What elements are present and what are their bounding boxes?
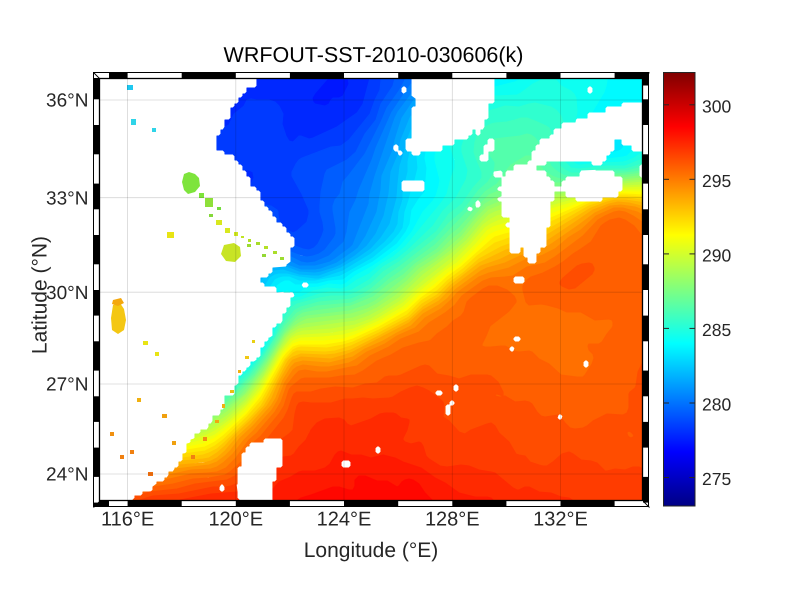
svg-text:24°N: 24°N <box>46 465 88 486</box>
svg-text:128°E: 128°E <box>425 509 480 531</box>
svg-text:275: 275 <box>702 469 731 489</box>
svg-text:300: 300 <box>702 97 731 117</box>
svg-text:295: 295 <box>702 171 731 191</box>
svg-text:36°N: 36°N <box>46 91 88 112</box>
svg-text:120°E: 120°E <box>208 509 263 531</box>
svg-text:285: 285 <box>702 320 731 340</box>
svg-text:Longitude (°E): Longitude (°E) <box>304 539 438 562</box>
svg-text:132°E: 132°E <box>533 509 588 531</box>
svg-text:124°E: 124°E <box>317 509 372 531</box>
svg-text:WRFOUT-SST-2010-030606(k): WRFOUT-SST-2010-030606(k) <box>224 43 524 67</box>
svg-text:33°N: 33°N <box>46 188 88 209</box>
svg-text:30°N: 30°N <box>46 283 88 304</box>
svg-text:116°E: 116°E <box>101 509 154 531</box>
svg-text:Latitude (°N): Latitude (°N) <box>29 236 52 354</box>
svg-text:290: 290 <box>702 246 731 266</box>
svg-text:280: 280 <box>702 395 731 415</box>
svg-text:27°N: 27°N <box>46 375 88 396</box>
